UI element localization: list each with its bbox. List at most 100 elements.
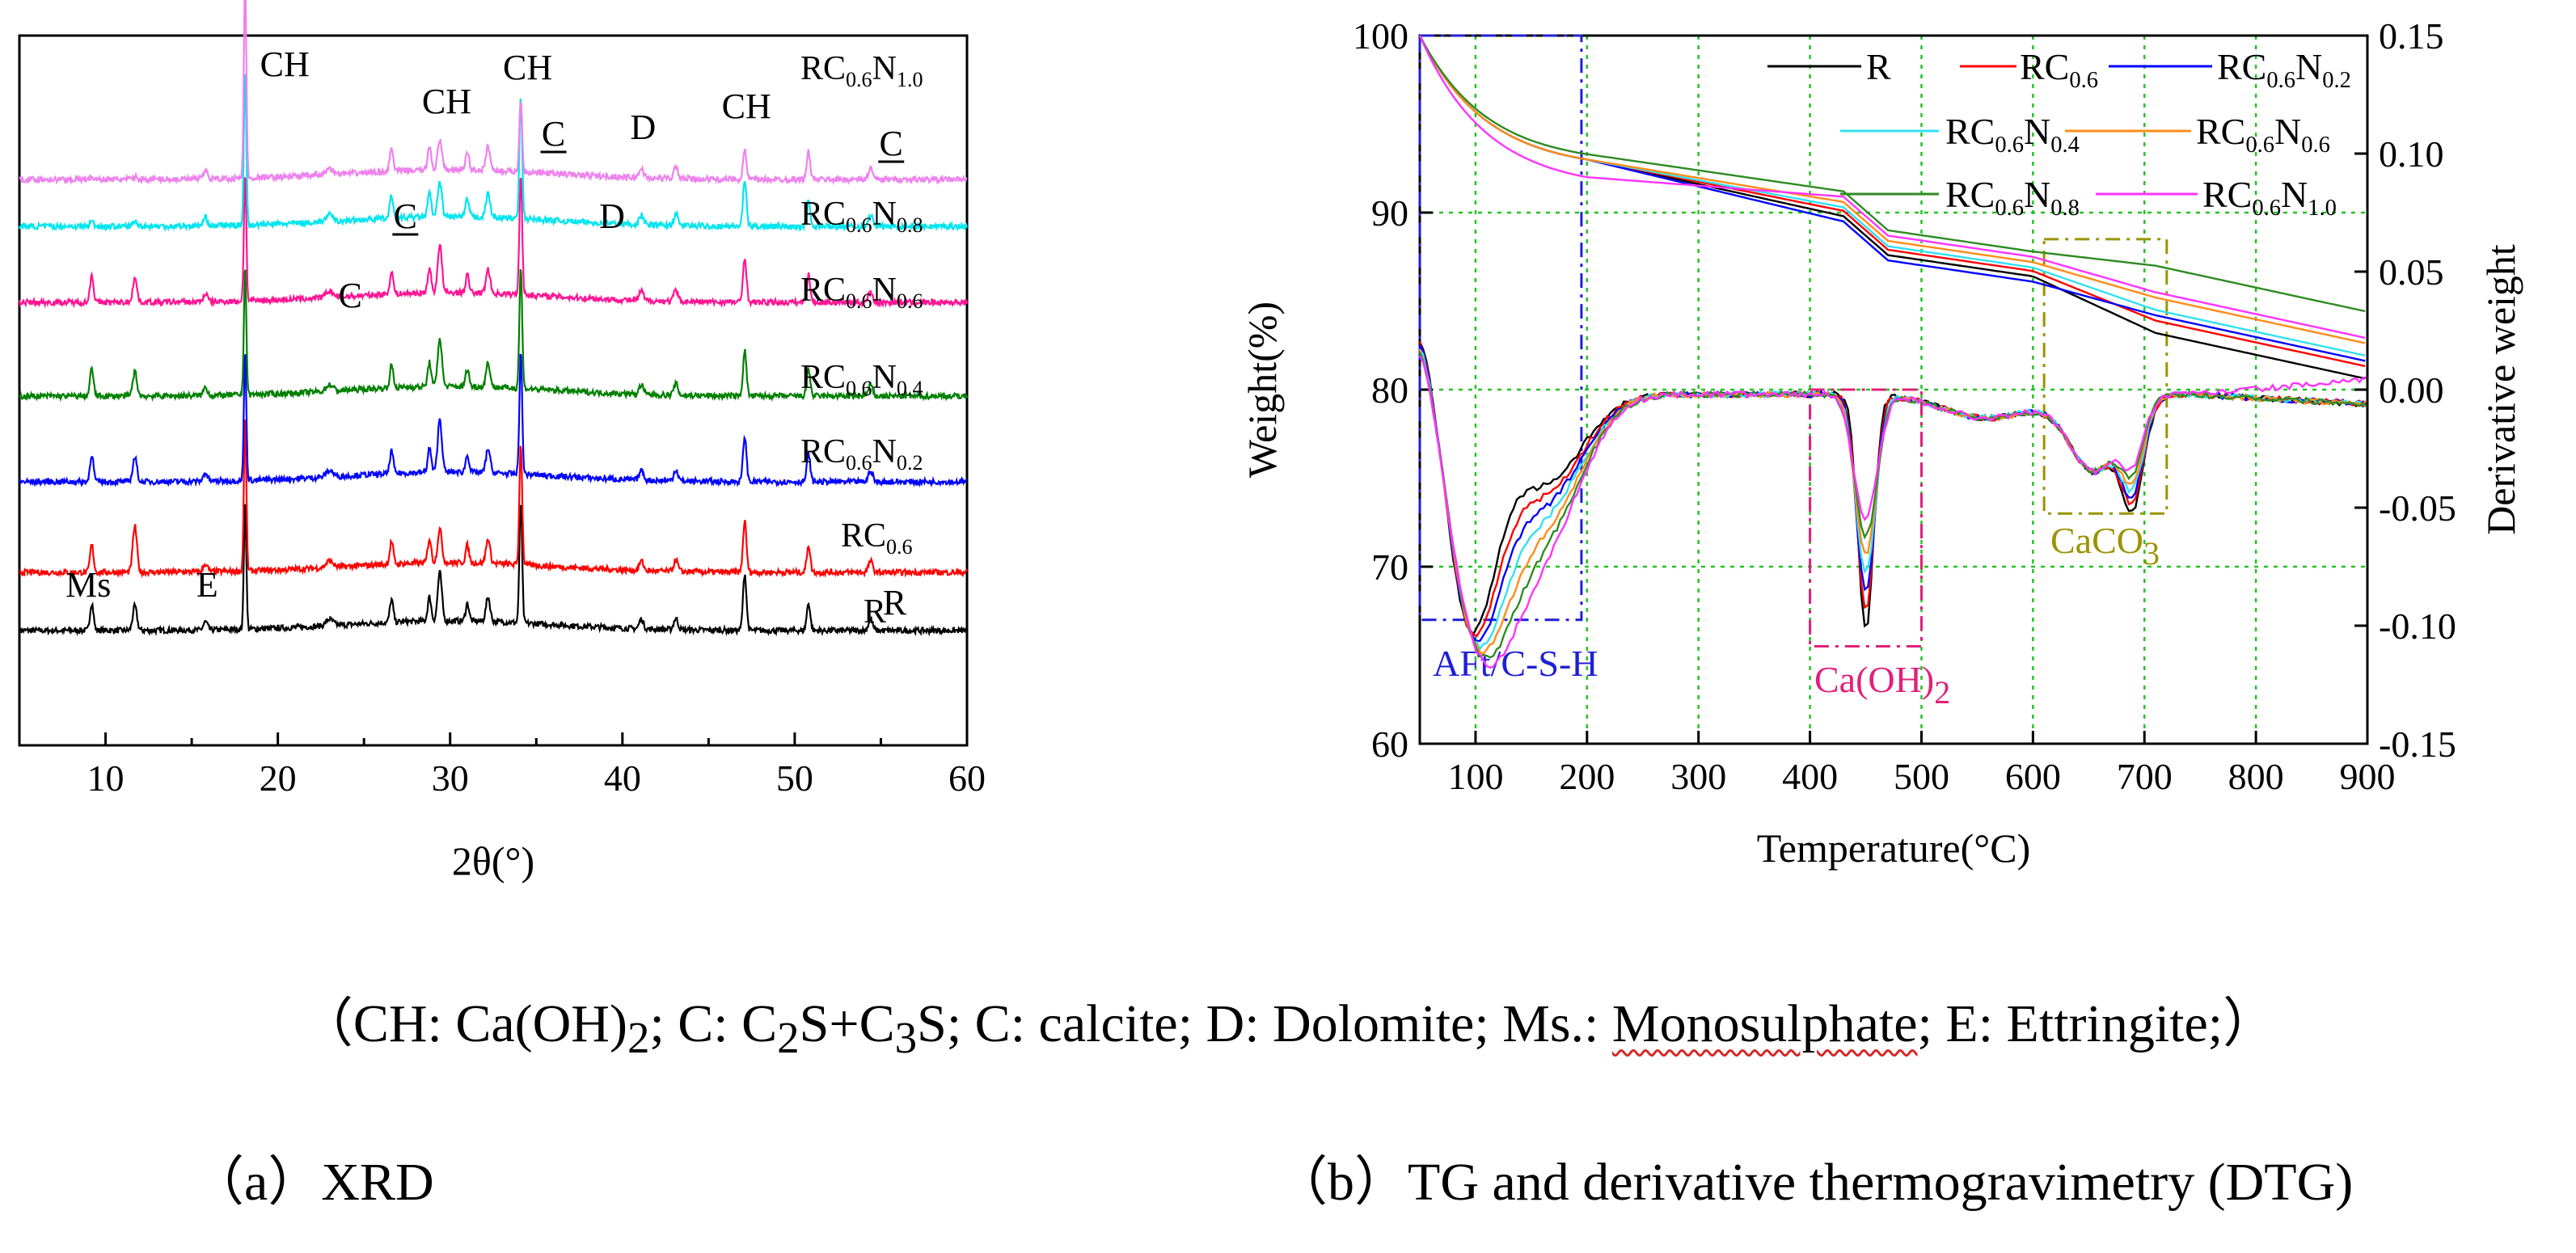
- label-sub: 0.8: [2050, 196, 2080, 221]
- label-sub: 0.4: [897, 377, 923, 400]
- caption-part: ; C: C: [649, 994, 778, 1053]
- xrd-annotation: CH: [503, 48, 552, 87]
- tg-region-label: AFt/C-S-H: [1433, 643, 1598, 684]
- label-n: N: [2295, 46, 2322, 87]
- xrd-x-tick-label: 30: [432, 757, 469, 799]
- xrd-series-RC0.6: [19, 419, 968, 579]
- tg-x-tick-label: 100: [1447, 756, 1503, 797]
- tg-y-axis-label: Weight(%): [1239, 302, 1285, 478]
- xrd-annotation: D: [599, 196, 625, 236]
- label-base: RC: [2217, 46, 2266, 87]
- label-n: N: [872, 359, 897, 396]
- xrd-annotation-underlined: C: [542, 114, 565, 154]
- region-label-text: AFt/C-S-H: [1433, 643, 1598, 684]
- xrd-series-label: RC0.6N0.6: [800, 272, 923, 313]
- xrd-series-label: RC0.6N1.0: [800, 50, 923, 91]
- xrd-x-tick-label: 40: [604, 757, 641, 799]
- xrd-annotation: CH: [260, 44, 310, 84]
- label-n: N: [872, 196, 897, 233]
- label-n: N: [872, 272, 897, 309]
- tg-x-tick-label: 500: [1894, 756, 1949, 797]
- xrd-series-RC0.6N0.4: [19, 268, 969, 403]
- label-n: N: [2024, 111, 2050, 152]
- xrd-series-RC0.6N0.8: [18, 74, 969, 233]
- label-sub: 0.6: [2069, 68, 2098, 93]
- label-base: RC: [2202, 174, 2252, 215]
- label-base: RC: [800, 272, 846, 309]
- tg-curve-TG_RC0.6N0.6: [1418, 35, 2366, 344]
- xrd-annotation: C: [338, 276, 361, 315]
- label-sub: 0.2: [897, 451, 923, 475]
- xrd-annotation: CH: [722, 86, 771, 126]
- tg-x-tick-label: 800: [2228, 756, 2284, 797]
- xrd-annotation: R: [883, 583, 907, 622]
- dtg-curve-TG_RC0.6N1.0: [1418, 355, 2367, 669]
- xrd-x-axis-label: 2θ(°): [452, 838, 534, 884]
- xrd-panel: 10 20 30 40 50 602θ(°)RRC0.6RC0.6N0.2RC0.6N0.…: [18, 0, 986, 884]
- caption-part: （CH: Ca(OH): [299, 994, 627, 1053]
- label-base: R: [864, 593, 886, 631]
- abbreviation-caption: （CH: Ca(OH)2; C: C2S+C3S; C: calcite; D:…: [0, 980, 2576, 1063]
- caption-part: S+C: [799, 994, 895, 1053]
- caption-sub: 2: [627, 1013, 650, 1063]
- label-sub: 1.0: [2308, 196, 2337, 221]
- label-base: R: [1866, 46, 1891, 87]
- tg-region-label: Ca(OH)2: [1814, 659, 1950, 711]
- xrd-series-R: [18, 504, 968, 637]
- caption-part: ; E: Ettringite;）: [1917, 994, 2277, 1053]
- label-sub: 0.6: [2252, 196, 2281, 221]
- label-sub: 0.6: [846, 289, 872, 313]
- label-base: RC: [1945, 174, 1995, 215]
- tg-legend-entry: RC0.6N0.4: [1945, 111, 2080, 158]
- label-sub: 1.0: [897, 68, 923, 91]
- tg-y2-tick-label: 0.00: [2379, 369, 2444, 411]
- xrd-series-label: RC0.6N0.4: [800, 359, 923, 400]
- tg-x-tick-label: 400: [1782, 756, 1838, 797]
- tg-y2-tick-label: -0.10: [2379, 605, 2456, 647]
- label-sub: 0.4: [2050, 133, 2080, 158]
- caption-part: S; C: calcite; D: Dolomite; Ms.:: [917, 994, 1612, 1053]
- label-sub: 0.6: [2301, 133, 2330, 158]
- label-n: N: [2274, 111, 2301, 152]
- xrd-annotation-underlined: C: [394, 196, 417, 236]
- label-n: N: [872, 433, 897, 470]
- region-label-text: Ca(OH): [1814, 659, 1934, 700]
- region-label-text: CaCO: [2050, 520, 2143, 561]
- tg-y2-tick-label: 0.15: [2379, 15, 2444, 57]
- xrd-series-label: RC0.6N0.8: [800, 196, 923, 237]
- region-label-sub: 3: [2143, 535, 2160, 572]
- xrd-annotation: E: [196, 565, 218, 605]
- label-sub: 0.6: [1995, 133, 2024, 158]
- label-sub: 0.2: [2322, 68, 2351, 93]
- subcaption-a: （a）XRD: [191, 1153, 434, 1212]
- xrd-annotation: D: [630, 108, 656, 147]
- xrd-x-tick-label: 10: [87, 757, 125, 799]
- xrd-x-tick-label: 50: [776, 757, 813, 799]
- xrd-series-label: RC0.6N0.2: [800, 433, 923, 475]
- label-n: N: [872, 50, 897, 87]
- xrd-series-RC0.6N0.2: [18, 353, 968, 488]
- label-base: RC: [800, 196, 846, 233]
- tg-legend-entry: RC0.6N0.6: [2196, 111, 2330, 158]
- tg-y2-tick-label: 0.10: [2379, 133, 2444, 175]
- label-n: N: [2281, 174, 2308, 215]
- tg-curve-TG_RC0.6N1.0: [1418, 35, 2366, 340]
- label-base: RC: [1945, 111, 1995, 152]
- subcaption-b: （b）TG and derivative thermogravimetry (D…: [1274, 1153, 2354, 1212]
- tg-legend-entry: RC0.6: [2020, 46, 2098, 93]
- label-sub: 0.6: [846, 213, 872, 237]
- label-sub: 0.6: [886, 535, 913, 559]
- label-sub: 0.6: [846, 68, 872, 91]
- label-base: RC: [2196, 111, 2245, 152]
- label-n: N: [2024, 174, 2050, 215]
- tg-x-tick-label: 900: [2340, 756, 2396, 797]
- tg-y2-tick-label: -0.05: [2379, 487, 2456, 529]
- tg-region-box: [2042, 238, 2168, 515]
- tg-y-tick-label: 70: [1371, 546, 1408, 588]
- xrd-series-label: R: [864, 593, 886, 631]
- label-base: RC: [800, 359, 846, 396]
- label-base: RC: [841, 517, 886, 555]
- tg-dtg-panel: 100 200 300 400 500 600 700 800 900 60 70 80 90 100 -0…: [1239, 15, 2523, 871]
- region-label-sub: 2: [1934, 674, 1950, 711]
